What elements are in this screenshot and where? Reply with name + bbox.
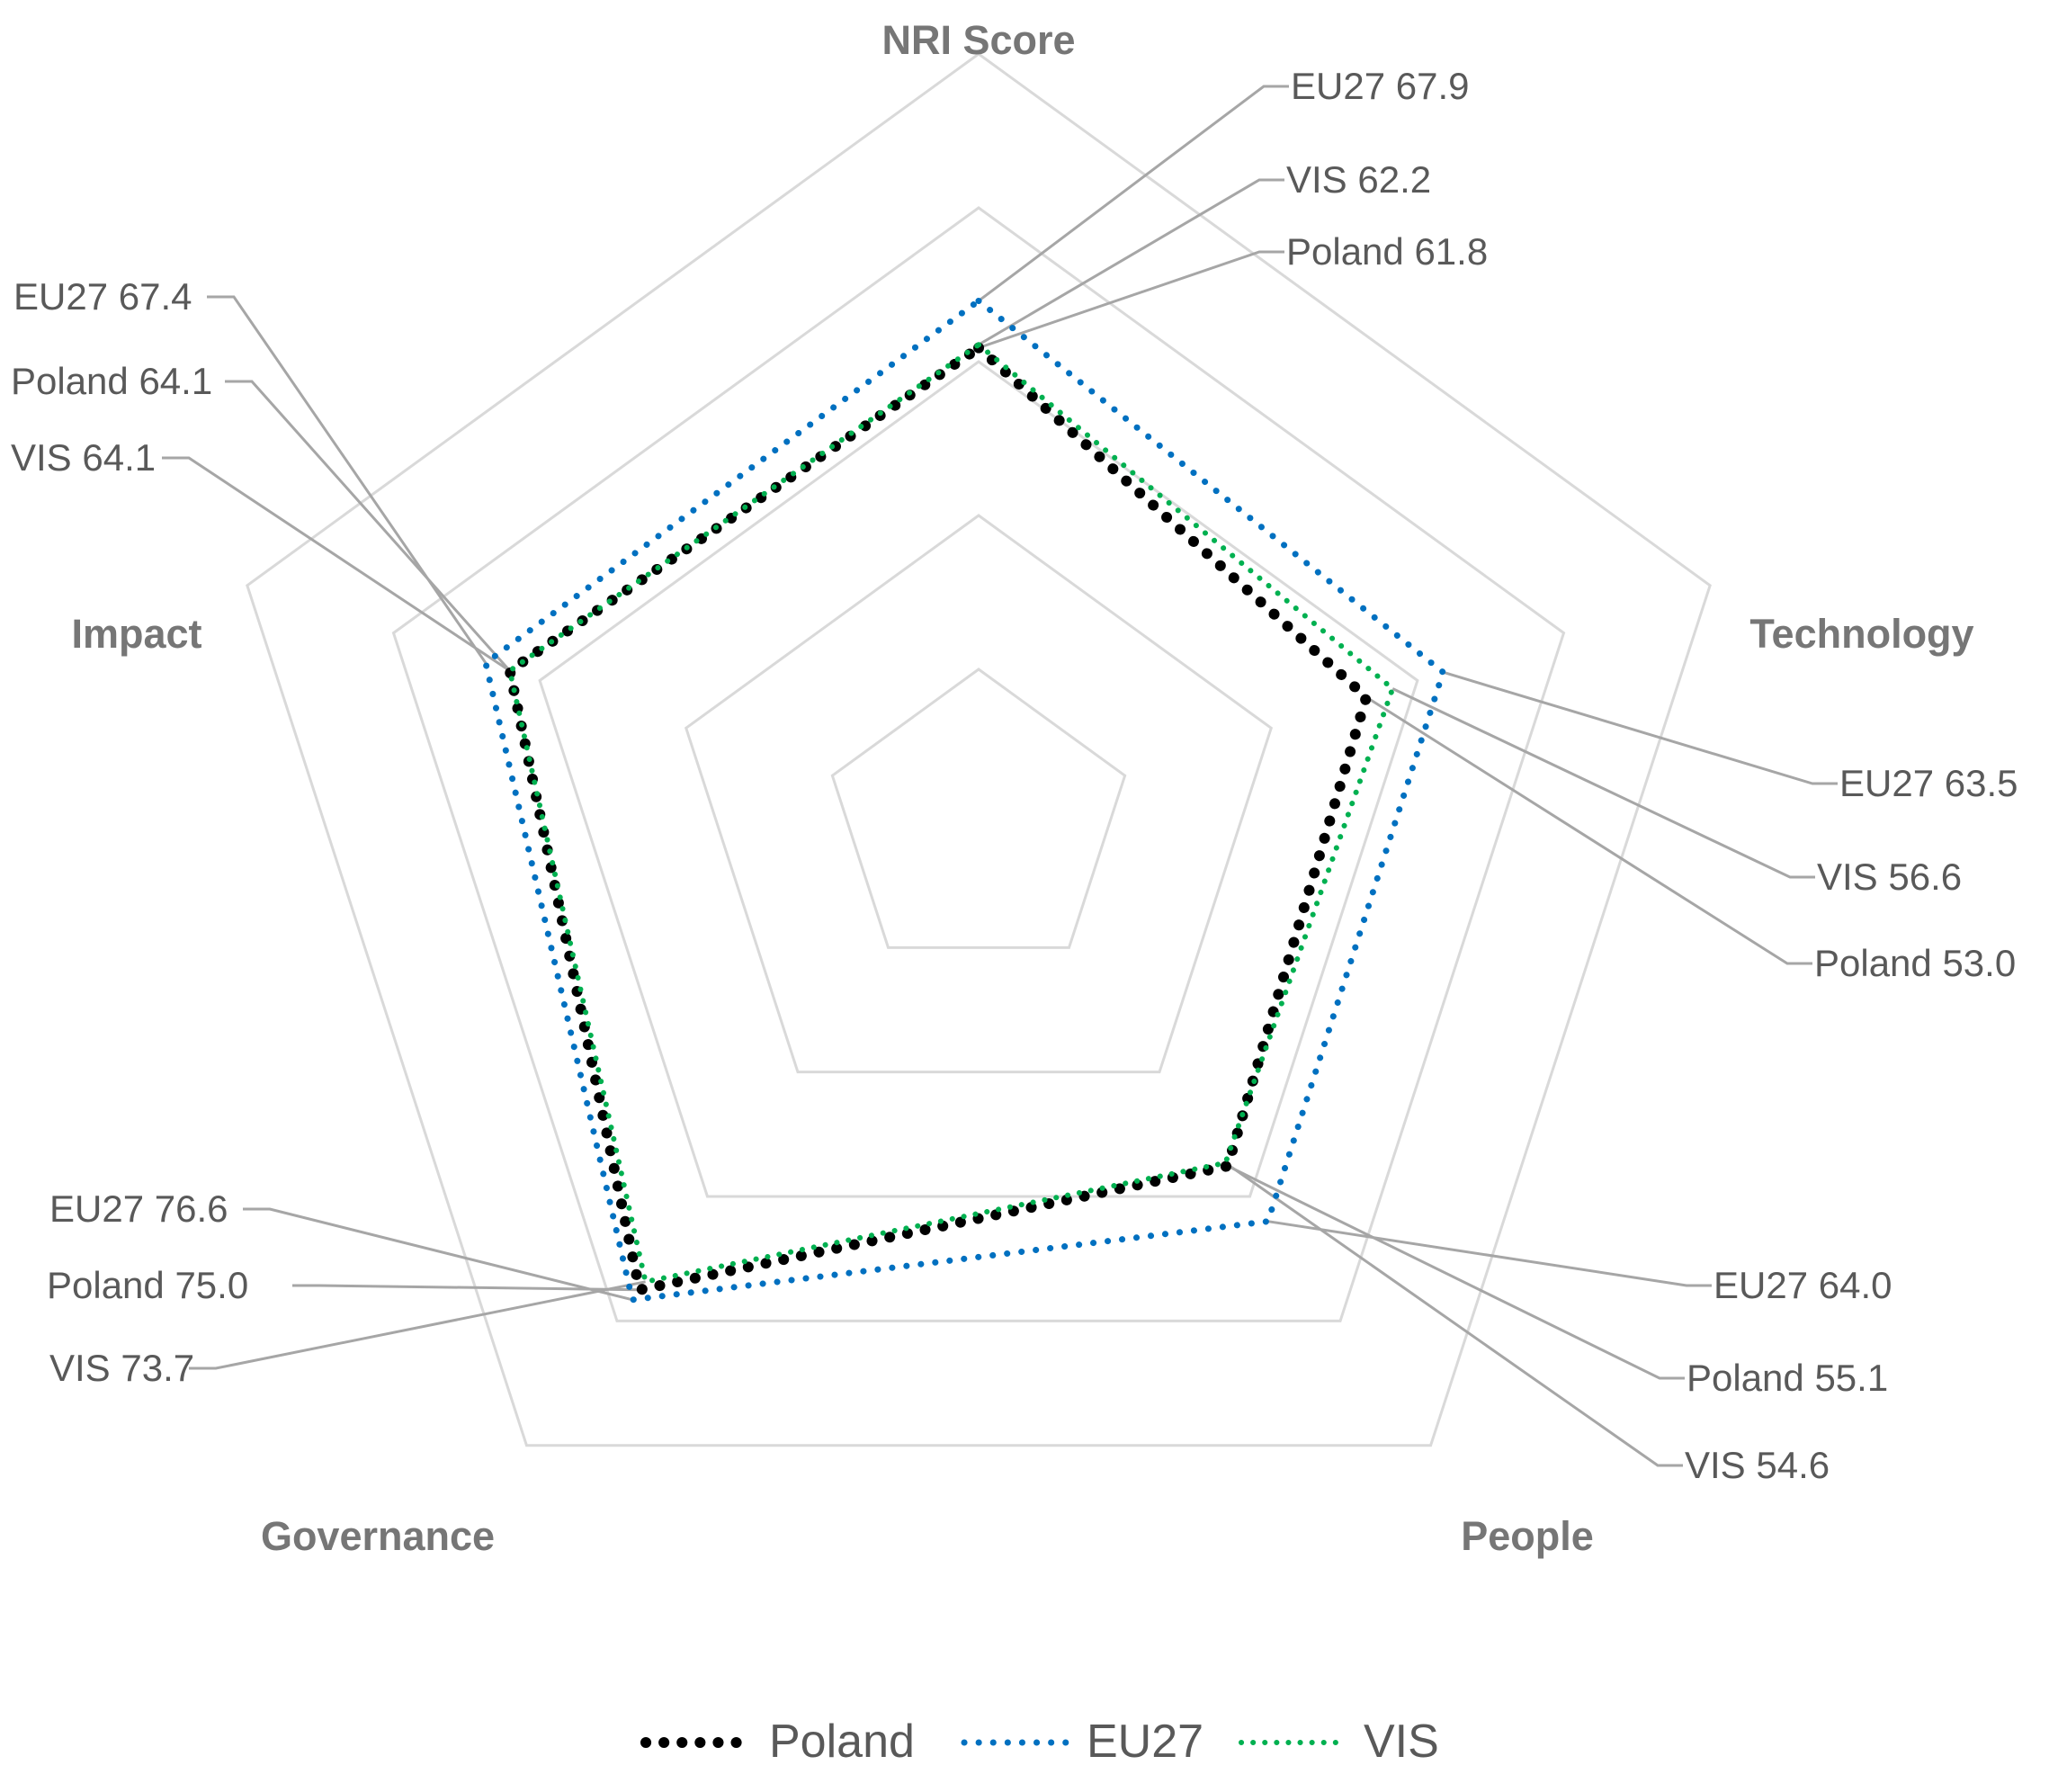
- axis-label-nri-score: NRI Score: [881, 17, 1075, 63]
- axis-label-impact: Impact: [71, 611, 201, 657]
- callout-label: EU27 67.9: [1291, 65, 1469, 107]
- callout-leader: [243, 1207, 633, 1302]
- callout-label: Poland 55.1: [1687, 1357, 1888, 1399]
- series-layer: [482, 297, 1447, 1304]
- callout-labels: EU27 67.9 VIS 62.2 Poland 61.8 EU27 63.5 VIS…: [11, 65, 2018, 1486]
- callout-leader: [1442, 670, 1838, 785]
- callout-label: EU27 64.0: [1713, 1264, 1892, 1306]
- callout-label: VIS 64.1: [11, 436, 156, 479]
- callout-leader: [225, 380, 511, 672]
- callout-leader: [162, 456, 511, 672]
- axis-label-governance: Governance: [261, 1513, 495, 1559]
- callout-leader: [189, 1280, 646, 1370]
- callout-label: VIS 73.7: [49, 1347, 194, 1389]
- grid-ring-1: [830, 668, 1127, 949]
- callout-label: EU27 67.4: [13, 275, 192, 318]
- callout-label: VIS 56.6: [1817, 856, 1962, 898]
- callout-leader: [978, 85, 1289, 302]
- legend-label-poland: Poland: [769, 1716, 915, 1768]
- series-poland: [504, 340, 1373, 1296]
- axis-label-technology: Technology: [1749, 611, 1973, 657]
- callout-label: Poland 61.8: [1286, 230, 1488, 273]
- callout-label: Poland 64.1: [11, 360, 212, 402]
- callout-leader: [1391, 687, 1815, 879]
- callout-leader: [978, 250, 1284, 350]
- callout-label: EU27 76.6: [49, 1187, 228, 1230]
- series-eu27: [482, 297, 1447, 1304]
- callout-leader: [292, 1284, 640, 1292]
- callout-leader: [1227, 1164, 1685, 1380]
- callout-leader: [1224, 1161, 1683, 1467]
- axis-labels: NRI Score Technology People Governance Impac…: [71, 17, 1973, 1559]
- callout-label: Poland 53.0: [1814, 942, 2016, 984]
- callout-leader: [1365, 695, 1812, 965]
- callout-label: Poland 75.0: [47, 1264, 248, 1306]
- grid-ring-2: [684, 514, 1274, 1074]
- series-vis: [506, 341, 1396, 1286]
- callout-leader: [207, 295, 488, 664]
- grid-ring-5: [246, 52, 1712, 1447]
- callout-leader: [1267, 1220, 1712, 1287]
- grid-ring-3: [538, 360, 1419, 1198]
- legend-label-eu27: EU27: [1087, 1716, 1203, 1768]
- callout-label: VIS 62.2: [1286, 158, 1431, 201]
- callout-label: EU27 63.5: [1839, 762, 2018, 804]
- grid-ring-4: [391, 206, 1566, 1322]
- callout-leader: [978, 178, 1284, 346]
- radar-grid: [246, 52, 1712, 1447]
- legend: Poland EU27 VIS: [640, 1716, 1439, 1768]
- legend-label-vis: VIS: [1364, 1716, 1439, 1768]
- axis-label-people: People: [1461, 1513, 1594, 1559]
- callout-leaders: [162, 85, 1838, 1467]
- callout-label: VIS 54.6: [1685, 1444, 1830, 1486]
